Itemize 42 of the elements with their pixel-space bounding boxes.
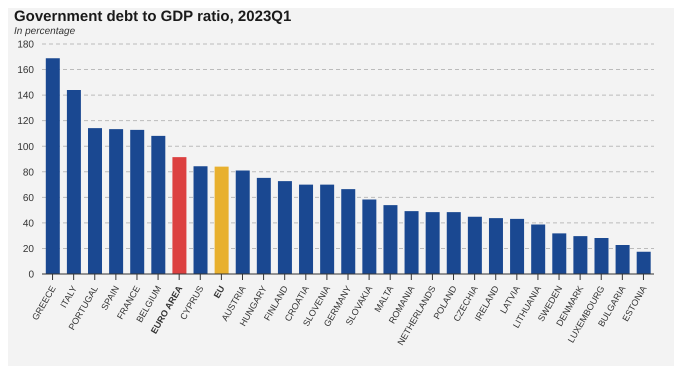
bar	[109, 129, 124, 274]
bar	[341, 189, 356, 274]
bar	[278, 181, 292, 274]
bar	[594, 238, 608, 274]
y-tick-label: 140	[17, 90, 34, 102]
bar	[510, 218, 524, 274]
bar	[130, 130, 144, 274]
y-tick-label: 40	[22, 218, 34, 230]
bar	[446, 212, 461, 274]
bar	[214, 166, 229, 274]
bar	[299, 184, 314, 274]
bar	[488, 218, 503, 274]
bar	[362, 200, 376, 274]
y-tick-label: 180	[17, 40, 34, 51]
y-tick-label: 120	[17, 116, 34, 128]
y-tick-label: 160	[17, 65, 34, 76]
y-tick-label: 0	[28, 270, 34, 281]
bar	[468, 216, 482, 274]
y-tick-label: 80	[22, 167, 34, 178]
bar	[88, 128, 102, 274]
bar	[426, 212, 440, 274]
chart-subtitle: In percentage	[14, 26, 76, 37]
bar	[636, 252, 651, 274]
bar	[616, 244, 630, 274]
bar	[236, 170, 250, 274]
bar	[320, 184, 334, 274]
bar	[46, 58, 60, 274]
x-tick-label: EU	[212, 284, 227, 300]
y-tick-label: 20	[22, 244, 34, 255]
bar	[172, 157, 186, 274]
bar	[552, 233, 566, 274]
y-tick-label: 60	[22, 192, 34, 204]
y-tick-label: 100	[17, 142, 34, 153]
bar	[151, 136, 166, 274]
bar	[573, 236, 588, 274]
bar	[531, 224, 546, 274]
bar	[383, 205, 398, 274]
bar	[194, 166, 208, 274]
bar	[256, 178, 271, 274]
chart-title: Government debt to GDP ratio, 2023Q1	[14, 8, 292, 25]
bar	[66, 90, 81, 274]
bar	[404, 211, 419, 274]
